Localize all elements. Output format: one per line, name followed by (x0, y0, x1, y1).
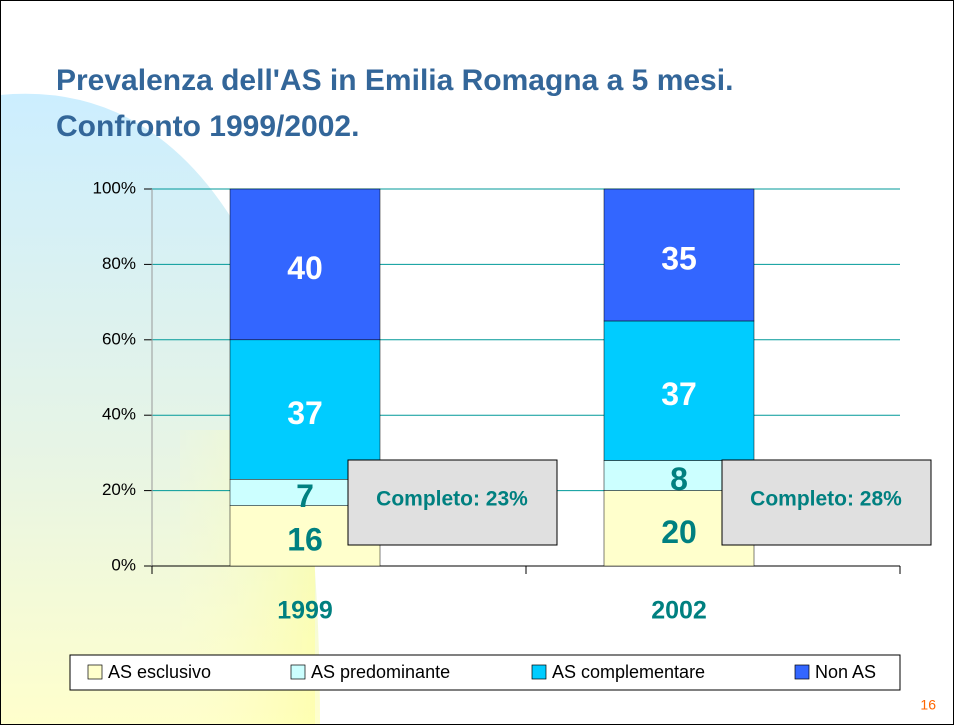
bar-segment (229, 188, 381, 341)
data-label: 16 (287, 521, 323, 557)
page-number: 16 (920, 697, 936, 713)
data-label: 35 (661, 240, 697, 276)
annotation-box (721, 459, 932, 546)
annotation: Completo: 28% (750, 488, 902, 511)
legend-swatch (794, 664, 810, 680)
y-tick-label: 80% (102, 254, 136, 273)
data-label: 37 (287, 395, 323, 431)
y-tick-label: 60% (102, 329, 136, 348)
legend-swatch (290, 664, 306, 680)
y-tick-label: 40% (102, 405, 136, 424)
legend-label: AS predominante (311, 662, 450, 682)
bar-segment (229, 339, 381, 480)
data-label: 20 (661, 514, 697, 550)
data-label: 8 (670, 461, 688, 497)
y-tick-label: 100% (93, 178, 136, 197)
bar-segment (603, 188, 755, 322)
data-label: 40 (287, 250, 323, 286)
legend-label: AS complementare (552, 662, 705, 682)
y-tick-label: 0% (111, 555, 136, 574)
x-tick-label: 1999 (277, 597, 333, 625)
title-line: Prevalenza dell'AS in Emilia Romagna a 5… (56, 64, 733, 97)
legend-label: Non AS (815, 662, 876, 682)
y-tick-label: 20% (102, 480, 136, 499)
x-tick-label: 2002 (651, 597, 707, 625)
data-label: 7 (296, 478, 314, 514)
legend-swatch (531, 664, 547, 680)
bar-segment (603, 320, 755, 461)
annotation-box (347, 459, 558, 546)
annotation: Completo: 23% (376, 488, 528, 511)
legend-box (69, 654, 901, 691)
data-label: 37 (661, 376, 697, 412)
legend-label: AS esclusivo (108, 662, 211, 682)
legend-swatch (87, 664, 103, 680)
title-line: Confronto 1999/2002. (56, 110, 359, 143)
